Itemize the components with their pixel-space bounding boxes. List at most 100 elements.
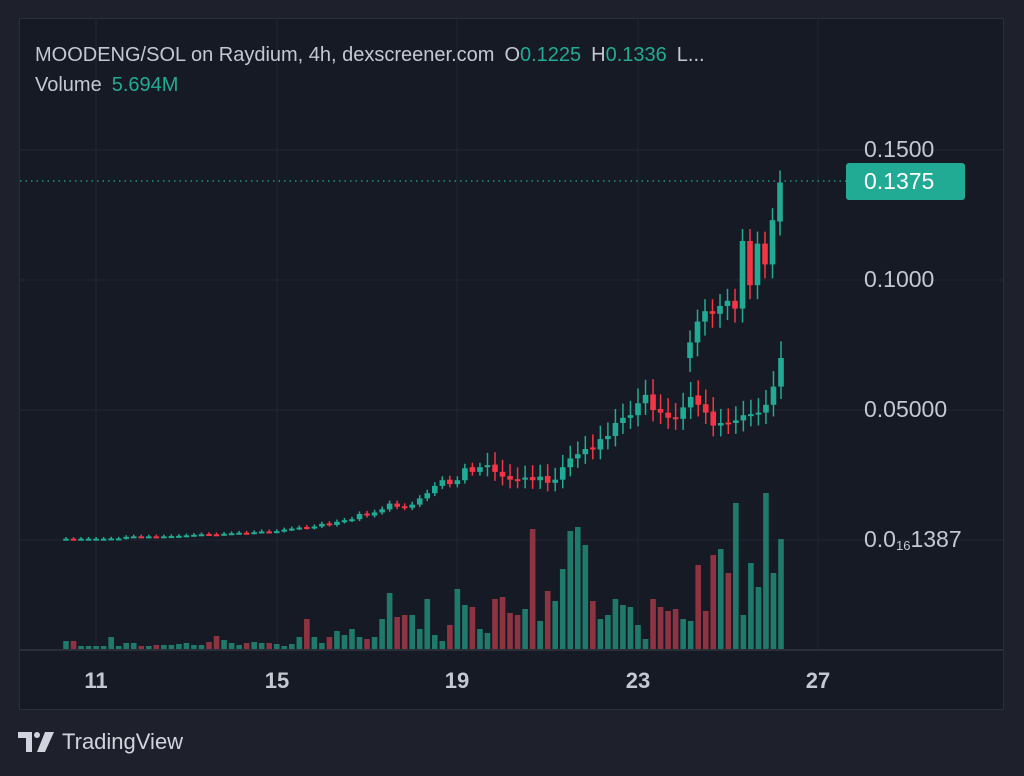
volume-bar-down bbox=[364, 639, 370, 649]
volume-bar-down bbox=[243, 643, 250, 649]
volume-bar-down bbox=[702, 611, 709, 649]
volume-bar-down bbox=[326, 637, 333, 649]
volume-bar-up bbox=[100, 646, 107, 649]
candle-body-up bbox=[635, 403, 641, 416]
candle-body-up bbox=[371, 512, 378, 516]
volume-bar-up bbox=[680, 619, 686, 649]
candle-body-down bbox=[326, 523, 333, 526]
candle-body-up bbox=[439, 480, 446, 486]
volume-label: Volume bbox=[35, 74, 102, 96]
candle-body-down bbox=[762, 243, 768, 265]
volume-bar-up bbox=[258, 643, 265, 649]
candle-body-up bbox=[161, 536, 167, 539]
candle-body-up bbox=[198, 534, 205, 537]
candle-body-down bbox=[709, 311, 716, 314]
candle-body-down bbox=[514, 479, 521, 482]
volume-bar-up bbox=[620, 605, 626, 649]
volume-bar-up bbox=[85, 646, 92, 649]
volume-bar-up bbox=[123, 643, 130, 649]
legend-open-value: 0.1225 bbox=[520, 44, 582, 66]
volume-bar-up bbox=[409, 615, 416, 649]
candle-body-up bbox=[93, 538, 99, 541]
volume-bar-down bbox=[499, 597, 506, 649]
last-price-badge: 0.1375 bbox=[846, 163, 965, 200]
candle-body-up bbox=[221, 533, 227, 536]
candle-body-up bbox=[356, 514, 363, 520]
candle-body-up bbox=[680, 407, 686, 419]
candle-body-up bbox=[687, 397, 694, 408]
volume-bar-down bbox=[529, 529, 536, 649]
candle-body-down bbox=[304, 527, 310, 529]
volume-bar-down bbox=[665, 611, 671, 649]
volume-bar-up bbox=[477, 629, 483, 649]
candle-body-down bbox=[747, 241, 753, 286]
candle-body-up bbox=[311, 526, 318, 529]
volume-bar-up bbox=[108, 637, 114, 649]
candle-body-up bbox=[620, 417, 626, 423]
volume-bar-up bbox=[635, 625, 641, 649]
candle-body-up bbox=[78, 538, 84, 541]
volume-bar-down bbox=[266, 643, 273, 649]
volume-bar-up bbox=[236, 645, 242, 649]
candle-body-up bbox=[251, 532, 257, 535]
time-axis-label-19: 19 bbox=[444, 668, 470, 693]
time-axis-label-15: 15 bbox=[264, 668, 290, 693]
volume-bar-up bbox=[740, 615, 747, 649]
candle-body-up bbox=[763, 404, 769, 413]
volume-bar-up bbox=[431, 635, 438, 649]
candle-body-up bbox=[717, 423, 724, 426]
candle-body-down bbox=[401, 506, 408, 509]
tradingview-logo-icon bbox=[18, 732, 54, 752]
volume-bar-up bbox=[770, 573, 777, 649]
candle-body-down bbox=[492, 464, 498, 472]
candle-body-up bbox=[130, 536, 137, 539]
candle-body-up bbox=[349, 519, 355, 522]
candle-body-up bbox=[115, 538, 122, 541]
volume-bar-down bbox=[469, 607, 476, 649]
candle-body-up bbox=[754, 243, 761, 286]
volume-bar-up bbox=[130, 643, 137, 649]
volume-bar-up bbox=[552, 601, 559, 649]
candle-body-up bbox=[176, 535, 182, 538]
tradingview-name: TradingView bbox=[62, 729, 184, 754]
volume-bar-up bbox=[627, 607, 634, 649]
candle-body-up bbox=[228, 533, 235, 536]
candle-body-down bbox=[732, 300, 738, 309]
candle-body-down bbox=[138, 536, 145, 539]
candle-body-down bbox=[650, 394, 656, 410]
volume-bar-up bbox=[273, 644, 280, 649]
volume-bar-up bbox=[63, 641, 69, 649]
candle-body-up bbox=[567, 458, 574, 468]
volume-value: 5.694M bbox=[111, 74, 179, 96]
volume-bar-up bbox=[349, 629, 355, 649]
volume-bar-up bbox=[559, 569, 566, 649]
candle-body-down bbox=[695, 395, 702, 405]
volume-bar-up bbox=[296, 637, 303, 649]
chart-panel[interactable] bbox=[19, 18, 1004, 710]
volume-bar-up bbox=[605, 615, 611, 649]
volume-bar-up bbox=[454, 589, 461, 649]
volume-bar-down bbox=[514, 615, 521, 649]
volume-bar-down bbox=[710, 555, 717, 649]
candle-body-up bbox=[341, 520, 348, 523]
candle-body-down bbox=[702, 404, 709, 413]
candle-body-down bbox=[243, 532, 250, 535]
price-axis-label-0.15: 0.1500 bbox=[864, 136, 935, 162]
volume-bar-up bbox=[288, 644, 295, 649]
price-axis-label-min: 0.0161387 bbox=[864, 526, 962, 553]
volume-bar-down bbox=[725, 573, 732, 649]
volume-bar-up bbox=[371, 637, 378, 649]
volume-bar-up bbox=[379, 619, 385, 649]
candle-body-up bbox=[100, 538, 107, 541]
candle-body-up bbox=[612, 423, 619, 436]
volume-bar-up bbox=[176, 644, 182, 649]
candle-body-up bbox=[687, 342, 693, 358]
candle-body-up bbox=[484, 465, 491, 468]
candle-body-down bbox=[657, 408, 664, 413]
candle-body-up bbox=[123, 536, 130, 539]
volume-bar-down bbox=[507, 613, 513, 649]
tradingview-branding[interactable]: TradingView bbox=[18, 729, 183, 755]
volume-bar-down bbox=[492, 599, 498, 649]
legend-open-label: O bbox=[504, 44, 520, 66]
